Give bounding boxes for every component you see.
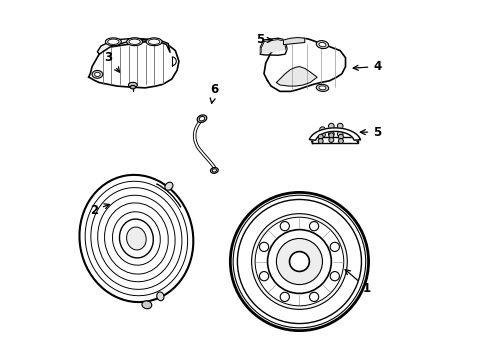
Polygon shape xyxy=(264,38,345,91)
Circle shape xyxy=(309,292,318,301)
Circle shape xyxy=(338,134,343,139)
Ellipse shape xyxy=(146,38,162,46)
Circle shape xyxy=(328,138,333,143)
Circle shape xyxy=(337,131,343,137)
Ellipse shape xyxy=(126,227,146,250)
Polygon shape xyxy=(261,40,285,53)
Text: 6: 6 xyxy=(210,83,218,103)
Ellipse shape xyxy=(129,39,140,44)
Circle shape xyxy=(276,238,322,284)
Ellipse shape xyxy=(197,115,206,122)
Circle shape xyxy=(309,221,318,231)
Polygon shape xyxy=(311,137,357,143)
Circle shape xyxy=(337,123,343,129)
Circle shape xyxy=(230,192,368,330)
Polygon shape xyxy=(311,129,357,142)
Polygon shape xyxy=(276,67,317,86)
Ellipse shape xyxy=(316,84,328,91)
Circle shape xyxy=(328,123,333,129)
Circle shape xyxy=(329,242,339,252)
Text: 5: 5 xyxy=(360,126,381,139)
Polygon shape xyxy=(283,37,304,45)
Ellipse shape xyxy=(316,41,328,49)
Polygon shape xyxy=(260,38,286,55)
Polygon shape xyxy=(97,38,170,54)
Polygon shape xyxy=(309,128,360,140)
Ellipse shape xyxy=(199,116,204,121)
Ellipse shape xyxy=(318,86,325,90)
Ellipse shape xyxy=(142,301,151,309)
Ellipse shape xyxy=(79,175,193,302)
Circle shape xyxy=(328,131,333,137)
Text: 5: 5 xyxy=(256,33,272,46)
Ellipse shape xyxy=(148,39,160,44)
Ellipse shape xyxy=(318,42,325,47)
Text: 4: 4 xyxy=(352,60,381,73)
Ellipse shape xyxy=(107,39,119,44)
Circle shape xyxy=(318,134,323,139)
Ellipse shape xyxy=(94,72,100,77)
Circle shape xyxy=(289,252,309,271)
Text: 3: 3 xyxy=(104,51,120,72)
Ellipse shape xyxy=(92,71,102,78)
Circle shape xyxy=(328,133,333,138)
Ellipse shape xyxy=(212,169,216,172)
Ellipse shape xyxy=(105,38,121,46)
Circle shape xyxy=(318,139,323,144)
Text: 2: 2 xyxy=(90,204,109,217)
Ellipse shape xyxy=(210,167,218,173)
Circle shape xyxy=(338,139,343,144)
Ellipse shape xyxy=(128,82,137,88)
Circle shape xyxy=(259,271,268,281)
Ellipse shape xyxy=(157,292,163,301)
Circle shape xyxy=(319,127,325,132)
Circle shape xyxy=(237,199,361,324)
Circle shape xyxy=(251,214,346,309)
Ellipse shape xyxy=(126,38,142,46)
Circle shape xyxy=(267,230,331,293)
Circle shape xyxy=(329,271,339,281)
Circle shape xyxy=(233,195,365,328)
Ellipse shape xyxy=(130,85,135,89)
Circle shape xyxy=(259,242,268,252)
Circle shape xyxy=(280,292,289,301)
Polygon shape xyxy=(88,42,179,88)
Circle shape xyxy=(255,217,343,306)
Circle shape xyxy=(319,132,325,138)
Ellipse shape xyxy=(119,219,153,258)
Circle shape xyxy=(280,221,289,231)
Ellipse shape xyxy=(164,182,173,190)
Text: 1: 1 xyxy=(345,270,370,294)
